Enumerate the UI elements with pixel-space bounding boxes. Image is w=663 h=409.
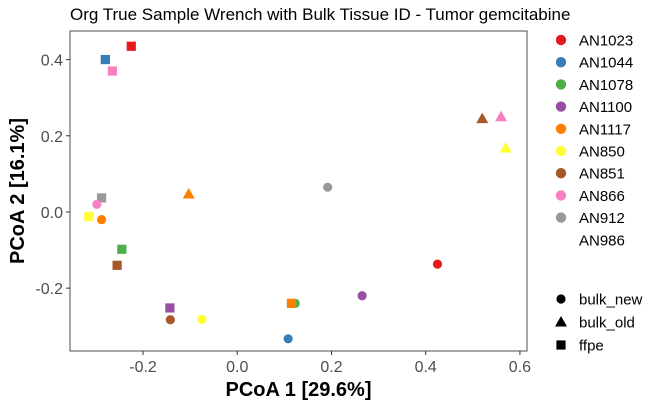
- data-point: [495, 110, 508, 122]
- data-point: [100, 54, 110, 65]
- legend-color-key: [555, 79, 567, 90]
- legend-color-key: [555, 168, 567, 179]
- data-point: [96, 214, 107, 225]
- data-point: [283, 334, 293, 344]
- legend-color-key: [555, 123, 567, 134]
- legend-color-key: [555, 190, 567, 201]
- x-tick-label: 0.0: [226, 359, 248, 376]
- data-point: [197, 314, 207, 324]
- legend-group-label: AN850: [579, 144, 625, 161]
- data-point: [357, 291, 367, 301]
- data-point: [165, 303, 175, 313]
- legend-group-label: AN866: [579, 188, 625, 205]
- legend-group-label: AN1023: [579, 33, 633, 50]
- legend-group-label: AN1044: [579, 55, 633, 72]
- data-point: [323, 182, 333, 192]
- plot-panel: [69, 30, 528, 352]
- y-axis-title: PCoA 2 [16.1%]: [7, 118, 29, 264]
- y-tick-label: 0.2: [41, 129, 63, 146]
- legend-color-key: [555, 145, 567, 157]
- legend-color-key: [555, 212, 567, 223]
- data-point: [182, 188, 195, 199]
- data-point: [117, 244, 127, 254]
- legend-group-label: AN1100: [579, 99, 632, 116]
- data-point: [476, 112, 489, 124]
- data-point: [432, 259, 443, 269]
- x-tick-label: 0.2: [320, 359, 342, 376]
- data-point: [499, 141, 512, 153]
- legend-shape-label: bulk_old: [579, 315, 635, 332]
- legend-group-label: AN1078: [579, 77, 633, 94]
- x-axis: -0.2 0.0 0.2 0.4 0.6: [129, 351, 531, 376]
- legend-shape-key: [556, 340, 566, 350]
- y-tick-label: -0.2: [35, 281, 63, 298]
- legend: AN1023 AN1044 AN1078 AN1100 AN1117 AN850 AN851…: [555, 33, 643, 355]
- data-point: [112, 260, 122, 270]
- data-point: [286, 298, 297, 308]
- legend-color-key: [555, 57, 567, 68]
- data-points: [84, 41, 512, 344]
- y-tick-label: 0.4: [41, 53, 63, 70]
- data-point: [165, 315, 175, 325]
- data-point: [107, 66, 118, 76]
- chart-title: Org True Sample Wrench with Bulk Tissue …: [70, 5, 570, 24]
- legend-shape-label: bulk_new: [579, 292, 643, 309]
- legend-group-label: AN912: [579, 210, 625, 227]
- data-point: [92, 199, 102, 209]
- data-point: [126, 41, 136, 51]
- legend-shape-label: ffpe: [579, 338, 604, 355]
- legend-shape-key: [555, 316, 567, 327]
- y-tick-label: 0.0: [41, 205, 63, 222]
- legend-group-label: AN1117: [579, 121, 631, 138]
- legend-color-key: [555, 101, 567, 112]
- y-axis: -0.2 0.0 0.2 0.4: [35, 53, 70, 298]
- x-axis-title: PCoA 1 [29.6%]: [226, 379, 372, 401]
- legend-color-key: [555, 234, 567, 245]
- legend-group-label: AN986: [579, 232, 625, 249]
- data-point: [84, 211, 94, 222]
- data-point: [96, 193, 107, 203]
- x-tick-label: 0.6: [509, 359, 531, 376]
- legend-shape-key: [556, 294, 566, 304]
- legend-color-key: [555, 34, 567, 46]
- x-tick-label: -0.2: [129, 359, 157, 376]
- legend-group-label: AN851: [579, 166, 625, 183]
- x-tick-label: 0.4: [415, 359, 437, 376]
